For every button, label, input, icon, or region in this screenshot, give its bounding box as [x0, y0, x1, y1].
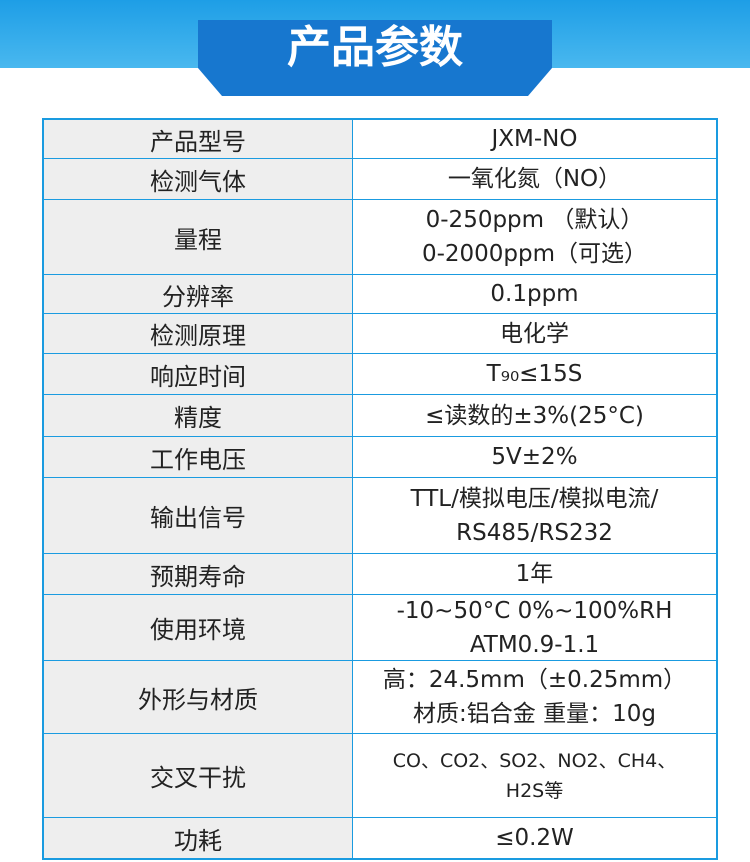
table-row: 交叉干扰 CO、CO2、SO2、NO2、CH4、 H2S等	[44, 734, 716, 818]
value-line: 5V±2%	[491, 444, 578, 470]
value-line: 电化学	[500, 320, 569, 347]
value-line: H2S等	[505, 779, 564, 802]
table-row: 功耗 ≤0.2W	[44, 818, 716, 858]
table-row: 使用环境 -10~50°C 0%~100%RH ATM0.9-1.1	[44, 595, 716, 661]
table-row: 输出信号 TTL/模拟电压/模拟电流/RS485/RS232	[44, 478, 716, 554]
value-line: JXM-NO	[491, 126, 578, 152]
row-label: 分辨率	[44, 275, 353, 313]
value-line: -10~50°C 0%~100%RH	[396, 597, 673, 624]
row-label: 产品型号	[44, 120, 353, 158]
value-line: 0-250ppm （默认）	[425, 207, 644, 233]
row-label: 预期寿命	[44, 554, 353, 594]
value-line: 0.1ppm	[490, 281, 579, 307]
value-line: CO、CO2、SO2、NO2、CH4、	[392, 749, 677, 772]
row-label: 交叉干扰	[44, 734, 353, 817]
row-value: 高：24.5mm（±0.25mm） 材质:铝合金 重量：10g	[353, 661, 716, 733]
row-label: 响应时间	[44, 354, 353, 394]
row-value: ≤0.2W	[353, 818, 716, 858]
value-line: 1年	[515, 561, 554, 587]
row-value: 一氧化氮（NO）	[353, 159, 716, 199]
row-value: 1年	[353, 554, 716, 594]
row-label: 检测原理	[44, 314, 353, 353]
table-row: 响应时间 T₉₀≤15S	[44, 354, 716, 395]
value-line: 一氧化氮（NO）	[447, 166, 622, 192]
table-row: 检测气体 一氧化氮（NO）	[44, 159, 716, 200]
row-value: TTL/模拟电压/模拟电流/RS485/RS232	[353, 478, 716, 553]
row-value: CO、CO2、SO2、NO2、CH4、 H2S等	[353, 734, 716, 817]
row-label: 使用环境	[44, 595, 353, 660]
row-label: 功耗	[44, 818, 353, 858]
value-line: ≤0.2W	[495, 825, 574, 851]
row-value: ≤读数的±3%(25°C)	[353, 395, 716, 436]
row-label: 精度	[44, 395, 353, 436]
table-row: 产品型号 JXM-NO	[44, 120, 716, 159]
table-row: 精度 ≤读数的±3%(25°C)	[44, 395, 716, 437]
row-label: 量程	[44, 200, 353, 274]
title-tab	[198, 20, 552, 96]
table-row: 量程 0-250ppm （默认） 0-2000ppm（可选）	[44, 200, 716, 275]
value-line: T₉₀≤15S	[486, 361, 583, 387]
value-line: 高：24.5mm（±0.25mm）	[382, 667, 687, 693]
row-value: 0.1ppm	[353, 275, 716, 313]
value-line: RS485/RS232	[456, 519, 613, 546]
value-line: 0-2000ppm（可选）	[421, 241, 648, 267]
value-line: ≤读数的±3%(25°C)	[425, 402, 644, 429]
row-label: 输出信号	[44, 478, 353, 553]
table-row: 工作电压 5V±2%	[44, 437, 716, 478]
row-label: 检测气体	[44, 159, 353, 199]
value-line: ATM0.9-1.1	[469, 631, 600, 658]
row-value: 5V±2%	[353, 437, 716, 477]
spec-table: 产品型号 JXM-NO 检测气体 一氧化氮（NO） 量程 0-250ppm （默认） 0-2…	[42, 118, 718, 860]
table-row: 预期寿命 1年	[44, 554, 716, 595]
title: 产品参数	[287, 22, 463, 73]
row-value: -10~50°C 0%~100%RH ATM0.9-1.1	[353, 595, 716, 660]
row-value: 0-250ppm （默认） 0-2000ppm（可选）	[353, 200, 716, 274]
row-value: JXM-NO	[353, 120, 716, 158]
table-row: 检测原理 电化学	[44, 314, 716, 354]
value-line: TTL/模拟电压/模拟电流/	[410, 485, 659, 512]
value-line: 材质:铝合金 重量：10g	[413, 701, 656, 727]
row-value: 电化学	[353, 314, 716, 353]
table-row: 分辨率 0.1ppm	[44, 275, 716, 314]
row-value: T₉₀≤15S	[353, 354, 716, 394]
table-row: 外形与材质 高：24.5mm（±0.25mm） 材质:铝合金 重量：10g	[44, 661, 716, 734]
row-label: 外形与材质	[44, 661, 353, 733]
row-label: 工作电压	[44, 437, 353, 477]
header: 产品参数	[0, 0, 750, 96]
